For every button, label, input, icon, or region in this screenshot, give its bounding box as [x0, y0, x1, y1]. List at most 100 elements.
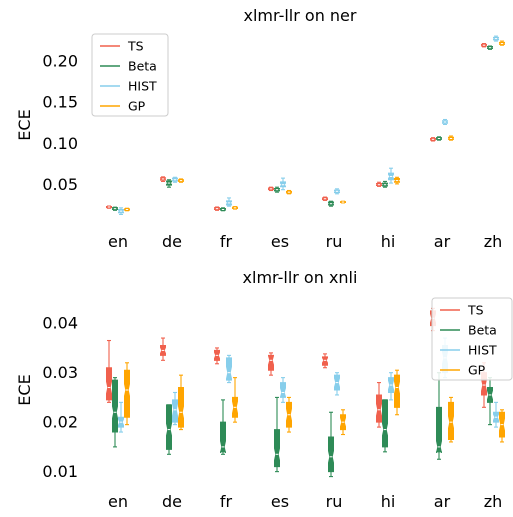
y-axis-label: ECE: [15, 109, 34, 140]
box-body: [274, 429, 280, 468]
box-gp-es: [286, 396, 292, 433]
box-beta-fr: [220, 399, 226, 455]
box-body: [226, 357, 232, 381]
box-gp-ru: [340, 200, 346, 204]
box-hist-es: [280, 177, 286, 191]
box-hist-en: [118, 401, 124, 433]
box-gp-en: [124, 207, 130, 212]
box-gp-ru: [340, 409, 346, 436]
box-hist-zh: [493, 35, 499, 42]
box-ts-es: [268, 352, 274, 376]
box-beta-hi: [382, 180, 388, 188]
box-ts-en: [106, 339, 112, 403]
box-ts-zh: [481, 43, 487, 48]
box-body: [394, 374, 400, 408]
box-hist-de: [172, 391, 178, 426]
x-tick-label: fr: [220, 232, 233, 251]
box-beta-de: [166, 404, 172, 455]
box-gp-ar: [448, 135, 454, 141]
legend-label: TS: [467, 303, 484, 318]
box-beta-en: [112, 377, 118, 448]
chart-title: xlmr-llr on ner: [244, 6, 357, 25]
x-tick-label: en: [108, 232, 128, 251]
box-beta-zh: [487, 45, 493, 50]
box-ts-es: [268, 186, 274, 192]
box-ts-ar: [430, 137, 436, 142]
box-body: [376, 394, 382, 423]
x-tick-label: ar: [434, 492, 451, 511]
y-tick-label: 0.01: [42, 462, 78, 481]
box-ts-hi: [376, 382, 382, 428]
box-gp-zh: [499, 409, 505, 443]
legend-label: GP: [128, 99, 146, 114]
box-gp-en: [124, 362, 130, 426]
x-tick-label: de: [162, 492, 182, 511]
x-tick-label: es: [271, 492, 289, 511]
box-hist-hi: [388, 372, 394, 401]
box-beta-ar: [436, 136, 442, 141]
box-body: [436, 406, 442, 454]
box-body: [280, 382, 286, 398]
y-tick-label: 0.02: [42, 413, 78, 432]
x-tick-label: de: [162, 232, 182, 251]
box-ts-hi: [376, 181, 382, 187]
box-body: [268, 354, 274, 371]
chart-xnli: xlmr-llr on xnli ECE 0.01 0.02 0.03 0.04 en d…: [15, 268, 513, 511]
legend-label: HIST: [468, 343, 497, 358]
box-beta-ar: [436, 372, 442, 460]
box-hist-ru: [334, 372, 340, 396]
box-hist-ru: [334, 188, 340, 195]
x-tick-label: ru: [326, 492, 343, 511]
chart-ner: xlmr-llr on ner ECE 0.05 0.10 0.15 0.20 en de…: [15, 6, 505, 251]
legend-label: Beta: [468, 323, 497, 338]
legend: TS Beta HIST GP: [91, 33, 169, 117]
box-body: [322, 356, 328, 366]
box-body: [124, 369, 130, 418]
box-ts-fr: [214, 347, 220, 365]
box-beta-zh: [487, 377, 493, 426]
y-tick-label: 0.03: [42, 363, 78, 382]
x-tick-label: hi: [381, 232, 396, 251]
box-body: [172, 399, 178, 423]
y-tick-label: 0.10: [42, 134, 78, 153]
x-tick-label: es: [271, 232, 289, 251]
box-hist-fr: [226, 354, 232, 384]
y-axis-label: ECE: [15, 374, 34, 405]
box-ts-de: [160, 337, 166, 361]
box-gp-de: [178, 178, 184, 183]
legend-box: [431, 297, 513, 381]
box-gp-de: [178, 374, 184, 431]
box-ts-en: [106, 205, 112, 209]
box-hist-ar: [442, 118, 448, 126]
y-tick-label: 0.04: [42, 314, 78, 333]
y-tick-label: 0.20: [42, 51, 78, 70]
box-ts-ru: [322, 353, 328, 369]
legend: TS Beta HIST GP: [431, 297, 513, 381]
box-body: [448, 401, 454, 440]
box-body: [220, 421, 226, 454]
box-beta-fr: [220, 207, 226, 212]
x-tick-label: hi: [381, 492, 396, 511]
box-gp-hi: [394, 176, 400, 185]
box-beta-ru: [328, 411, 334, 478]
legend-label: Beta: [128, 59, 157, 74]
box-hist-zh: [493, 401, 499, 428]
box-beta-es: [274, 396, 280, 473]
box-ts-de: [160, 176, 166, 182]
legend-label: TS: [127, 39, 144, 54]
box-beta-hi: [382, 399, 388, 453]
y-tick-label: 0.15: [42, 93, 78, 112]
box-gp-ar: [448, 396, 454, 443]
box-beta-ru: [328, 200, 334, 207]
box-ts-ru: [322, 196, 328, 201]
box-beta-es: [274, 186, 280, 193]
x-tick-label: fr: [220, 492, 233, 511]
box-gp-fr: [232, 206, 238, 210]
x-tick-label: zh: [484, 492, 503, 511]
box-gp-zh: [499, 40, 505, 46]
box-body: [112, 379, 118, 433]
box-beta-de: [166, 179, 172, 188]
x-tick-label: zh: [484, 232, 503, 251]
